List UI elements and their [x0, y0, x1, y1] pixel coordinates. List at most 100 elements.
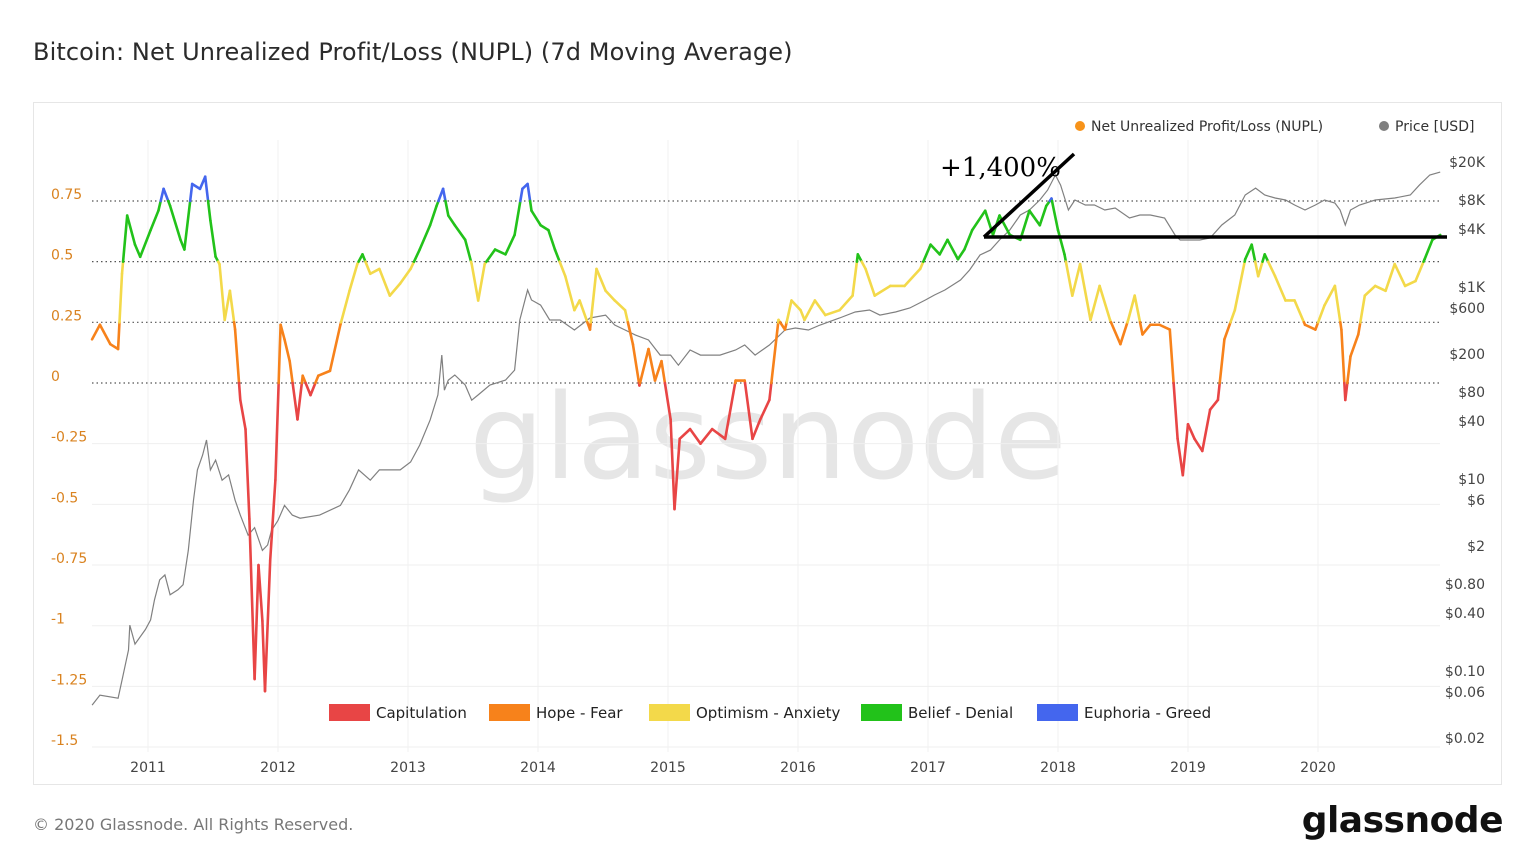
nupl-segment-hope-fear [109, 342, 120, 351]
nupl-segment-capitulation [768, 381, 773, 402]
zone-legend-item: Belief - Denial [861, 704, 1013, 722]
nupl-segment-hope-fear [631, 342, 641, 385]
nupl-segment-optimism-anxiety [1333, 284, 1342, 324]
nupl-segment-belief-denial [418, 223, 432, 251]
zone-legend-label: Hope - Fear [536, 704, 623, 722]
nupl-segment-belief-denial [547, 228, 557, 251]
left-axis-tick-label: -0.5 [51, 490, 78, 506]
zone-legend-label: Belief - Denial [908, 704, 1013, 722]
nupl-segment-capitulation [253, 563, 260, 681]
nupl-segment-hope-fear [1119, 321, 1129, 346]
x-tick-label: 2013 [390, 760, 426, 776]
nupl-segment-hope-fear [288, 359, 294, 385]
x-tick-label: 2012 [260, 760, 296, 776]
nupl-segment-belief-denial [539, 223, 550, 232]
nupl-segment-optimism-anxiety [589, 267, 598, 324]
nupl-segment-capitulation [239, 398, 247, 431]
nupl-segment-capitulation [274, 381, 280, 482]
nupl-segment-hope-fear [1141, 323, 1152, 336]
nupl-segment-euphoria-greed [188, 182, 194, 203]
nupl-segment-hope-fear [770, 321, 780, 385]
left-axis-tick-label: -0.75 [51, 551, 87, 567]
nupl-segment-capitulation [309, 381, 317, 397]
nupl-segment-optimism-anxiety [339, 289, 351, 324]
nupl-segment-optimism-anxiety [918, 260, 925, 271]
nupl-segment-capitulation [304, 381, 312, 397]
nupl-segment-optimism-anxiety [118, 272, 124, 324]
nupl-segment-capitulation [669, 418, 676, 511]
nupl-segment-optimism-anxiety [1359, 294, 1367, 324]
nupl-segment-optimism-anxiety [803, 299, 817, 322]
nupl-segment-belief-denial [963, 228, 974, 251]
nupl-segment-hope-fear [279, 323, 286, 341]
nupl-segment-optimism-anxiety [785, 299, 793, 324]
nupl-segment-optimism-anxiety [563, 274, 576, 312]
nupl-segment-hope-fear [1168, 328, 1175, 385]
nupl-segment-optimism-anxiety [851, 260, 859, 297]
nupl-segment-hope-fear [653, 359, 663, 382]
nupl-segment-belief-denial [428, 204, 438, 227]
nupl-segment-belief-denial [956, 248, 966, 261]
nupl-segment-optimism-anxiety [1293, 299, 1306, 324]
nupl-segment-optimism-anxiety [476, 262, 487, 302]
nupl-segment-hope-fear [660, 359, 667, 385]
nupl-segment-hope-fear [328, 323, 342, 373]
zone-legend-item: Capitulation [329, 704, 467, 722]
nupl-segment-optimism-anxiety [573, 299, 581, 312]
nupl-segment-hope-fear [314, 374, 320, 385]
nupl-segment-optimism-anxiety [1133, 294, 1142, 324]
nupl-segment-hope-fear [647, 347, 657, 382]
legend-swatch-icon [329, 704, 370, 721]
zone-legend-label: Capitulation [376, 704, 467, 722]
nupl-segment-belief-denial [1050, 199, 1060, 232]
x-tick-label: 2017 [910, 760, 946, 776]
nupl-segment-capitulation [699, 427, 714, 445]
nupl-segment-optimism-anxiety [1229, 308, 1237, 324]
right-axis-tick-label: $0.02 [1445, 731, 1485, 747]
nupl-segment-capitulation [291, 381, 299, 421]
top-legend-item: Price [USD] [1379, 119, 1474, 135]
nupl-segment-capitulation [710, 427, 727, 441]
right-axis-tick-label: $20K [1449, 155, 1486, 171]
top-legend-label: Net Unrealized Profit/Loss (NUPL) [1091, 119, 1323, 135]
nupl-segment-hope-fear [283, 338, 292, 363]
nupl-segment-capitulation [688, 427, 702, 445]
zone-legend-item: Euphoria - Greed [1037, 704, 1211, 722]
nupl-segment-optimism-anxiety [903, 267, 922, 288]
nupl-segment-hope-fear [1218, 338, 1226, 385]
nupl-segment-hope-fear [1158, 323, 1172, 331]
nupl-segment-belief-denial [922, 243, 932, 263]
copyright-footer: © 2020 Glassnode. All Rights Reserved. [33, 815, 354, 834]
right-axis-tick-label: $0.40 [1445, 606, 1485, 622]
nupl-segment-belief-denial [946, 238, 960, 261]
nupl-segment-optimism-anxiety [860, 260, 867, 271]
nupl-segment-optimism-anxiety [1078, 262, 1092, 322]
left-axis-tick-label: -0.25 [51, 430, 87, 446]
glassnode-logo[interactable]: glassnode [1301, 800, 1504, 841]
nupl-segment-capitulation [244, 427, 251, 521]
right-axis-tick-label: $40 [1458, 414, 1485, 430]
nupl-segment-optimism-anxiety [813, 299, 827, 317]
nupl-segment-optimism-anxiety [823, 308, 841, 317]
nupl-segment-optimism-anxiety [1126, 294, 1136, 322]
nupl-segment-optimism-anxiety [1414, 260, 1425, 283]
nupl-segment-belief-denial [1243, 243, 1253, 261]
nupl-segment-capitulation [1216, 381, 1222, 402]
nupl-segment-optimism-anxiety [1273, 274, 1287, 302]
zone-legend-label: Euphoria - Greed [1084, 704, 1211, 722]
nupl-segment-belief-denial [970, 209, 987, 232]
nupl-segment-optimism-anxiety [388, 282, 402, 297]
nupl-segment-optimism-anxiety [1256, 260, 1264, 278]
nupl-segment-hope-fear [316, 369, 332, 378]
top-legend-label: Price [USD] [1395, 119, 1474, 135]
nupl-segment-optimism-anxiety [558, 260, 567, 278]
legend-swatch-icon [1037, 704, 1078, 721]
nupl-segment-capitulation [1208, 398, 1220, 411]
nupl-segment-capitulation [248, 517, 256, 681]
nupl-segment-hope-fear [1223, 321, 1232, 341]
top-legend-item: Net Unrealized Profit/Loss (NUPL) [1075, 119, 1323, 135]
left-axis-tick-label: 0.5 [51, 248, 73, 264]
nupl-segment-optimism-anxiety [873, 284, 892, 297]
nupl-segment-belief-denial [138, 228, 152, 259]
